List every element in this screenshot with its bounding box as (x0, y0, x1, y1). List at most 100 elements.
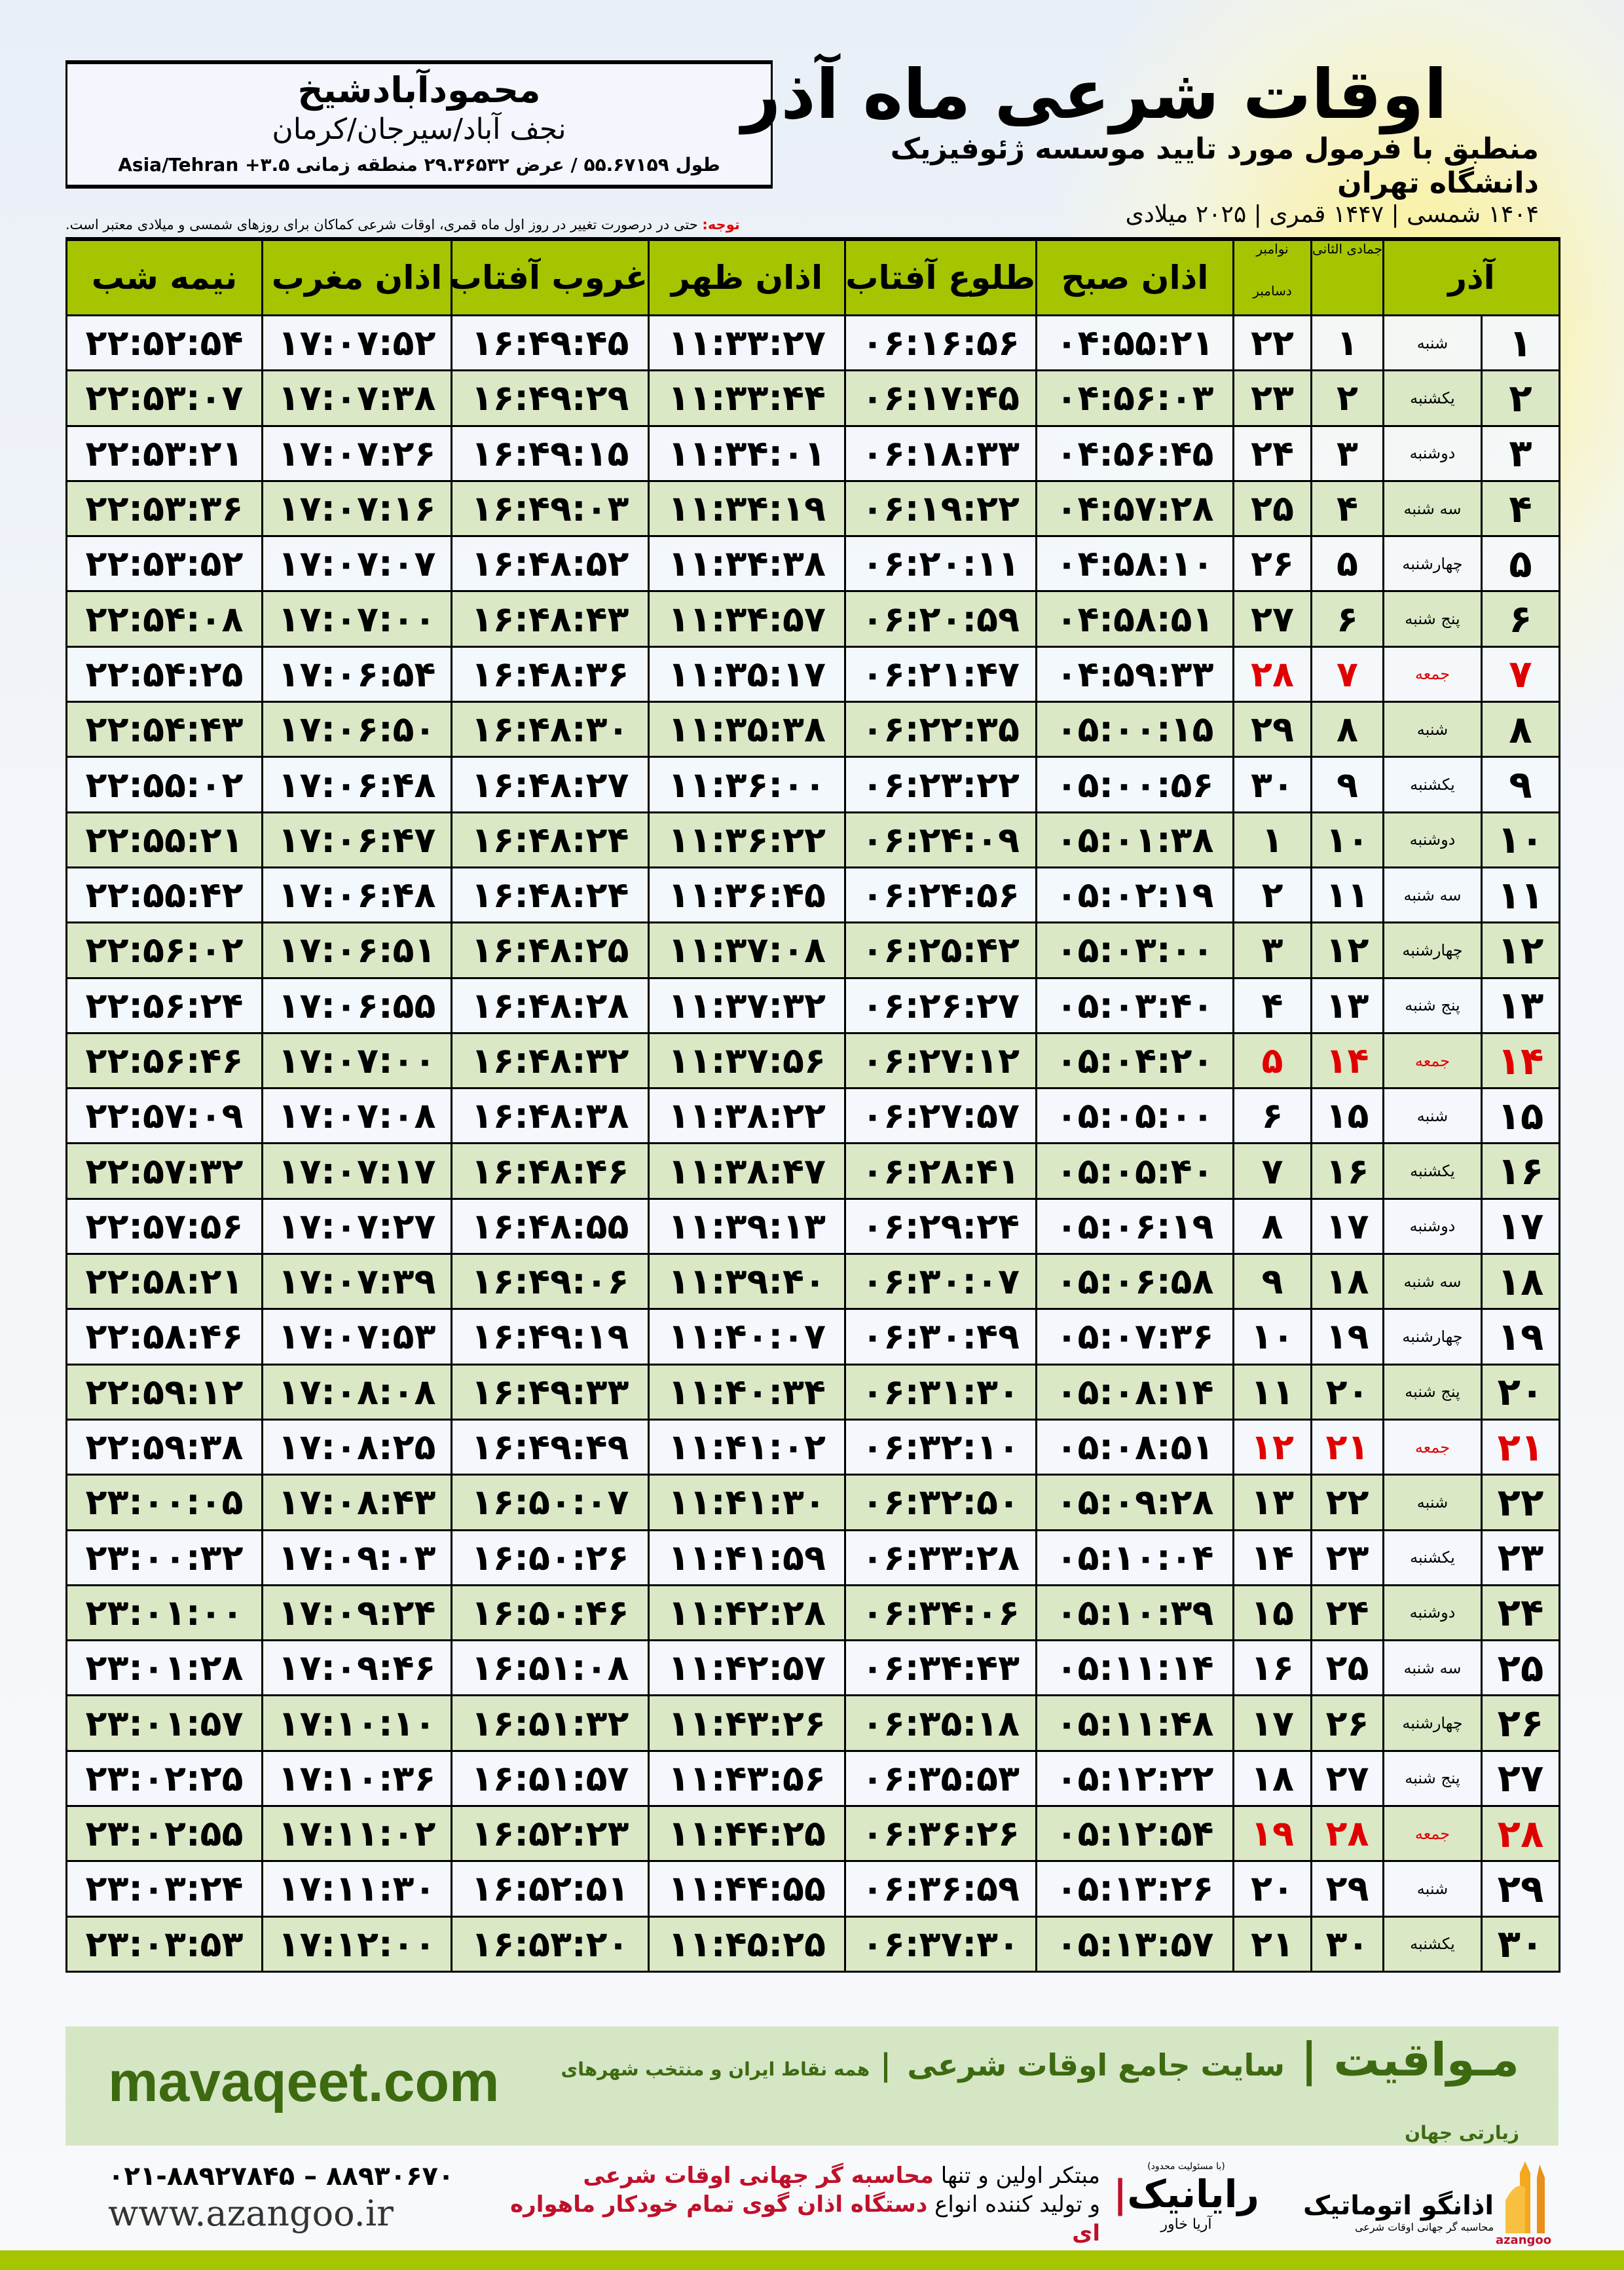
table-row: ۱ شنبه ۱ ۲۲ ۰۴:۵۵:۲۱ ۰۶:۱۶:۵۶ ۱۱:۳۳:۲۷ ۱۶:۴۹:۴۵… (65, 314, 1560, 372)
rayanik-note: (با مسئولیت محدود) (1147, 2161, 1225, 2172)
dhuhr-time: ۱۱:۳۸:۲۲ (648, 1087, 846, 1145)
table-row: ۱۶ یکشنبه ۱۶ ۷ ۰۵:۰۵:۴۰ ۰۶:۲۸:۴۱ ۱۱:۳۸:۴۷ ۱۶:۴۸… (65, 1142, 1560, 1200)
gregorian-day: ۴ (1232, 977, 1312, 1034)
fajr-time: ۰۵:۱۲:۵۴ (1035, 1805, 1234, 1863)
header-november: نوامبر (1256, 241, 1289, 257)
fajr-time: ۰۴:۵۸:۵۱ (1035, 590, 1234, 648)
weekday: پنج شنبه (1382, 1363, 1483, 1421)
fajr-time: ۰۴:۵۸:۱۰ (1035, 535, 1234, 593)
azangoo-link[interactable]: www.azangoo.ir (108, 2193, 394, 2234)
gregorian-day: ۱۸ (1232, 1749, 1312, 1808)
sunrise-time: ۰۶:۳۵:۱۸ (844, 1694, 1037, 1752)
header-sunset: غروب آفتاب (451, 237, 650, 316)
sunset-time: ۱۶:۴۹:۴۹ (451, 1418, 650, 1476)
sunrise-time: ۰۶:۱۹:۲۲ (844, 479, 1037, 538)
sunrise-time: ۰۶:۳۷:۳۰ (844, 1915, 1037, 1973)
azar-day: ۱۴ (1481, 1032, 1560, 1090)
weekday: شنبه (1382, 314, 1483, 372)
jumada-day: ۲۹ (1310, 1860, 1384, 1918)
azar-day: ۱۹ (1481, 1308, 1560, 1366)
azar-day: ۲۳ (1481, 1529, 1560, 1586)
mavaqeet-brand: مـواقیت (1333, 2033, 1519, 2087)
sunrise-time: ۰۶:۲۷:۱۲ (844, 1032, 1037, 1090)
bottom-bar (0, 2250, 1624, 2270)
midnight-time: ۲۲:۵۹:۱۲ (65, 1363, 263, 1421)
header-december: دسامبر (1253, 283, 1292, 299)
maghrib-time: ۱۷:۰۶:۵۵ (261, 977, 452, 1034)
azar-day: ۵ (1481, 535, 1560, 593)
azangoo-name: اذانگو اتوماتیک (1303, 2191, 1494, 2221)
midnight-time: ۲۳:۰۰:۳۲ (65, 1529, 263, 1586)
sunset-time: ۱۶:۴۸:۳۰ (451, 701, 650, 758)
rayanik-logo: (با مسئولیت محدود) رایانیک| آریا خاور (1113, 2161, 1259, 2233)
header-dhuhr: اذان ظهر (648, 237, 846, 316)
jumada-day: ۱۸ (1310, 1253, 1384, 1311)
mavaqeet-site-link[interactable]: mavaqeet.com (108, 2051, 500, 2113)
table-row: ۱۹ چهارشنبه ۱۹ ۱۰ ۰۵:۰۷:۳۶ ۰۶:۳۰:۴۹ ۱۱:۴۰:۰۷ ۱۶… (65, 1308, 1560, 1366)
promo-line2-a: و تولید کننده انواع (927, 2191, 1100, 2218)
weekday: شنبه (1382, 1087, 1483, 1145)
dhuhr-time: ۱۱:۳۳:۴۴ (648, 369, 846, 427)
maghrib-time: ۱۷:۱۱:۰۲ (261, 1805, 452, 1863)
sunrise-time: ۰۶:۲۲:۳۵ (844, 701, 1037, 758)
maghrib-time: ۱۷:۰۷:۵۲ (261, 314, 452, 372)
sunset-time: ۱۶:۴۸:۴۶ (451, 1142, 650, 1200)
gregorian-day: ۱۴ (1232, 1529, 1312, 1586)
sunset-time: ۱۶:۵۲:۲۳ (451, 1805, 650, 1863)
dhuhr-time: ۱۱:۴۴:۵۵ (648, 1860, 846, 1918)
midnight-time: ۲۲:۵۵:۲۱ (65, 811, 263, 868)
rayanik-name: رایانیک (1127, 2172, 1259, 2216)
dhuhr-time: ۱۱:۴۰:۳۴ (648, 1363, 846, 1421)
table-row: ۱۵ شنبه ۱۵ ۶ ۰۵:۰۵:۰۰ ۰۶:۲۷:۵۷ ۱۱:۳۸:۲۲ ۱۶:۴۸:۳… (65, 1087, 1560, 1145)
fajr-time: ۰۴:۵۷:۲۸ (1035, 479, 1234, 538)
fajr-time: ۰۵:۰۴:۲۰ (1035, 1032, 1234, 1090)
gregorian-day: ۲۱ (1232, 1915, 1312, 1973)
azar-day: ۶ (1481, 590, 1560, 648)
table-row: ۱۷ دوشنبه ۱۷ ۸ ۰۵:۰۶:۱۹ ۰۶:۲۹:۲۴ ۱۱:۳۹:۱۳ ۱۶:۴۸… (65, 1197, 1560, 1256)
weekday: چهارشنبه (1382, 535, 1483, 593)
location-box: محمودآبادشیخ نجف آباد/سیرجان/کرمان طول ۵… (65, 60, 773, 189)
azar-day: ۲ (1481, 369, 1560, 427)
weekday: شنبه (1382, 1860, 1483, 1918)
table-row: ۲۱ جمعه ۲۱ ۱۲ ۰۵:۰۸:۵۱ ۰۶:۳۲:۱۰ ۱۱:۴۱:۰۲ ۱۶:۴۹:… (65, 1418, 1560, 1476)
sunrise-time: ۰۶:۲۴:۰۹ (844, 811, 1037, 868)
weekday: چهارشنبه (1382, 1308, 1483, 1366)
gregorian-day: ۷ (1232, 1142, 1312, 1200)
weekday: پنج شنبه (1382, 590, 1483, 648)
weekday: سه شنبه (1382, 866, 1483, 924)
promo-text: مبتکر اولین و تنها محاسبه گر جهانی اوقات… (478, 2161, 1100, 2248)
weekday: سه شنبه (1382, 1639, 1483, 1697)
mavaqeet-coverage: همه نقاط ایران و منتخب شهرهای زیارتی جها… (561, 2058, 1519, 2144)
mavaqeet-banner (65, 2026, 1559, 2146)
sunset-time: ۱۶:۴۸:۳۸ (451, 1087, 650, 1145)
gregorian-day: ۲۰ (1232, 1860, 1312, 1918)
jumada-day: ۲۷ (1310, 1749, 1384, 1808)
midnight-time: ۲۲:۵۳:۰۷ (65, 369, 263, 427)
header-midnight: نیمه شب (65, 237, 263, 316)
fajr-time: ۰۵:۰۳:۰۰ (1035, 921, 1234, 979)
jumada-day: ۱ (1310, 314, 1384, 372)
fajr-time: ۰۵:۱۳:۲۶ (1035, 1860, 1234, 1918)
jumada-day: ۲ (1310, 369, 1384, 427)
azar-day: ۱۵ (1481, 1087, 1560, 1145)
table-row: ۲۸ جمعه ۲۸ ۱۹ ۰۵:۱۲:۵۴ ۰۶:۳۶:۲۶ ۱۱:۴۴:۲۵ ۱۶:۵۲:… (65, 1805, 1560, 1863)
azar-day: ۱۸ (1481, 1253, 1560, 1311)
maghrib-time: ۱۷:۰۶:۵۱ (261, 921, 452, 979)
midnight-time: ۲۲:۵۷:۰۹ (65, 1087, 263, 1145)
sunset-time: ۱۶:۵۱:۳۲ (451, 1694, 650, 1752)
sunrise-time: ۰۶:۲۹:۲۴ (844, 1197, 1037, 1256)
sunrise-time: ۰۶:۳۱:۳۰ (844, 1363, 1037, 1421)
sunset-time: ۱۶:۵۰:۴۶ (451, 1584, 650, 1642)
sunrise-time: ۰۶:۲۰:۵۹ (844, 590, 1037, 648)
azangoo-sub: محاسبه گر جهانی اوقات شرعی (1354, 2221, 1494, 2233)
sunrise-time: ۰۶:۳۵:۵۳ (844, 1749, 1037, 1808)
table-row: ۱۸ سه شنبه ۱۸ ۹ ۰۵:۰۶:۵۸ ۰۶:۳۰:۰۷ ۱۱:۳۹:۴۰ ۱۶:۴… (65, 1253, 1560, 1311)
azar-day: ۱ (1481, 314, 1560, 372)
sunset-time: ۱۶:۴۸:۵۲ (451, 535, 650, 593)
midnight-time: ۲۲:۵۶:۴۶ (65, 1032, 263, 1090)
gregorian-day: ۱۵ (1232, 1584, 1312, 1642)
midnight-time: ۲۳:۰۲:۲۵ (65, 1749, 263, 1808)
sunset-time: ۱۶:۵۱:۵۷ (451, 1749, 650, 1808)
weekday: جمعه (1382, 645, 1483, 703)
fajr-time: ۰۵:۱۰:۳۹ (1035, 1584, 1234, 1642)
